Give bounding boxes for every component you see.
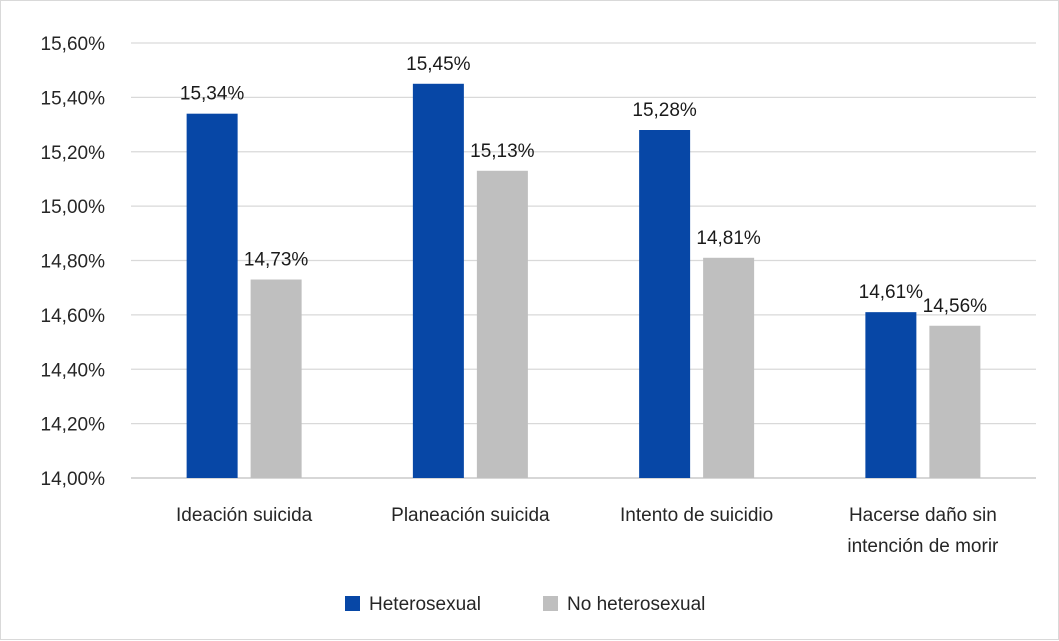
y-tick-label: 14,60% [41,306,106,327]
data-labels: 15,34% 14,73% 15,45% 15,13% 15,28% 14,81% 14,6… [180,54,987,317]
bar-heterosexual [639,130,691,478]
y-tick-label: 15,60% [41,34,106,55]
y-tick-label: 14,20% [41,415,106,436]
data-label: 15,34% [180,84,245,105]
category-label: Planeación suicida [391,505,550,526]
category-label: Ideación suicida [176,505,313,526]
bar-heterosexual [865,312,917,478]
y-tick-label: 14,40% [41,360,106,381]
category-label: Hacerse daño sin [849,505,997,526]
bar-no-heterosexual [929,325,981,478]
category-label: intención de morir [847,536,999,557]
y-axis-tick-labels: 14,00% 14,20% 14,40% 14,60% 14,80% 15,00% 15,2… [41,34,106,490]
x-axis-category-labels: Ideación suicida Planeación suicida Intent… [176,505,999,557]
bar-heterosexual [412,83,464,478]
legend-label: No heterosexual [567,594,705,615]
data-label: 14,56% [923,296,988,317]
category-label: Intento de suicidio [620,505,773,526]
y-tick-label: 15,00% [41,197,106,218]
bars [186,83,981,478]
data-label: 15,28% [632,100,697,121]
y-tick-label: 14,80% [41,252,106,273]
y-tick-label: 15,20% [41,143,106,164]
data-label: 14,73% [244,250,309,271]
y-tick-label: 14,00% [41,469,106,490]
y-tick-label: 15,40% [41,88,106,109]
data-label: 15,13% [470,141,535,162]
legend-swatch [543,596,558,611]
bar-no-heterosexual [703,257,755,478]
legend-swatch [345,596,360,611]
legend: Heterosexual No heterosexual [345,594,705,615]
legend-label: Heterosexual [369,594,481,615]
data-label: 14,81% [696,228,761,249]
data-label: 14,61% [859,282,924,303]
data-label: 15,45% [406,54,471,75]
bar-no-heterosexual [476,170,528,478]
bar-heterosexual [186,113,238,478]
bar-no-heterosexual [250,279,302,478]
